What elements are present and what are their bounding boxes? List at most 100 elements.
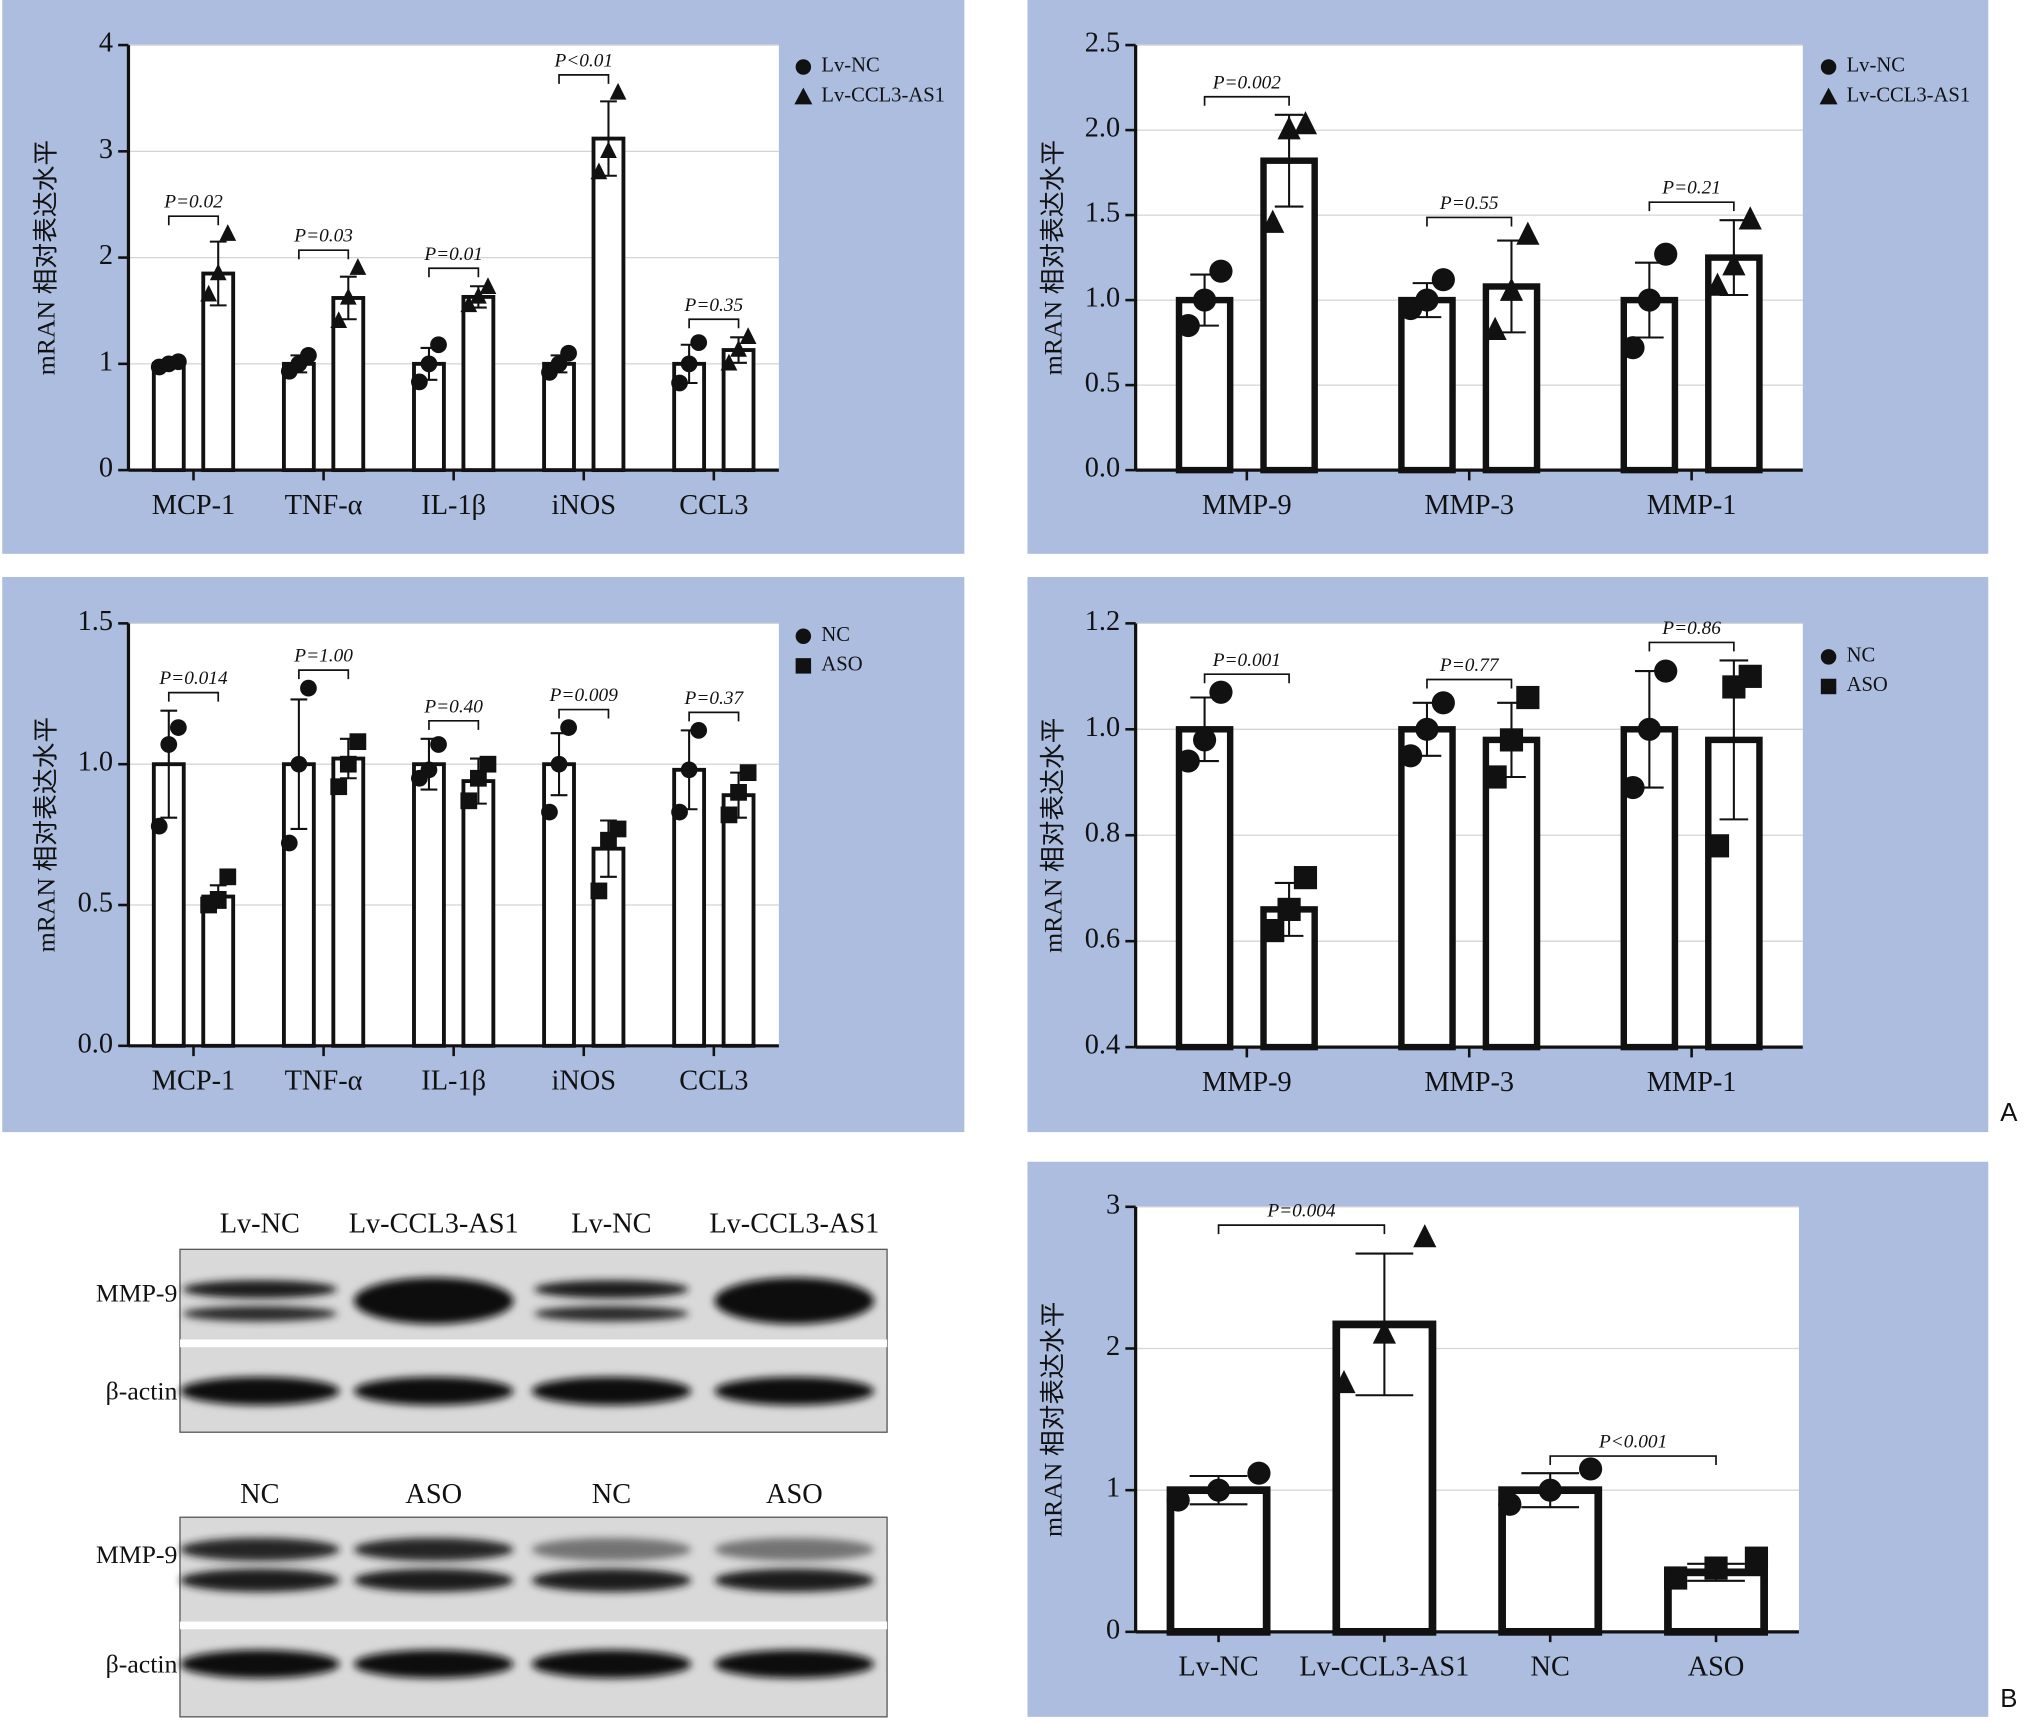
x-tick-label: MMP-9 (1202, 490, 1292, 521)
bar (1482, 736, 1541, 1051)
point (430, 736, 447, 753)
band (531, 1537, 692, 1562)
point (479, 755, 497, 773)
p-value: P=0.86 (1661, 618, 1721, 639)
band (534, 1280, 689, 1299)
point (169, 719, 187, 736)
x-tick-label: CCL3 (679, 490, 748, 521)
band (353, 1277, 514, 1325)
point (160, 736, 178, 753)
x-tick-label: IL-1β (421, 490, 486, 521)
significance-bracket (298, 249, 350, 260)
point (1372, 1320, 1396, 1344)
significance-bracket (1426, 678, 1513, 689)
bar (1166, 1486, 1271, 1636)
legend-label: ASO (1847, 674, 1888, 696)
significance-bracket (298, 669, 350, 680)
point (460, 295, 478, 313)
band (714, 1568, 875, 1592)
point (430, 336, 447, 354)
band (531, 1376, 692, 1406)
legend-label: ASO (821, 654, 862, 676)
point (560, 719, 577, 736)
p-value: P=0.21 (1661, 178, 1721, 199)
point (720, 806, 738, 824)
bar (461, 779, 496, 1048)
legend-marker (1819, 87, 1838, 105)
point (330, 778, 348, 796)
point (1206, 1478, 1231, 1502)
point (690, 722, 708, 739)
band (182, 1305, 338, 1322)
significance-bracket (1203, 95, 1290, 106)
point (1654, 242, 1678, 266)
blot-separator (179, 1339, 888, 1348)
x-tick-label: CCL3 (679, 1066, 748, 1097)
point (1176, 749, 1200, 773)
point (1516, 221, 1540, 245)
y-tick-label: 0.6 (1085, 924, 1120, 955)
bar (461, 294, 496, 473)
y-tick-label: 1.5 (1085, 198, 1120, 229)
bar (591, 846, 626, 1048)
point (1579, 1457, 1603, 1481)
point (1431, 691, 1455, 715)
y-axis-label: mRAN 相对表达水平 (1039, 140, 1068, 375)
y-axis-label: mRAN 相对表达水平 (1039, 718, 1068, 953)
point (1293, 866, 1318, 890)
p-value: P=0.35 (684, 295, 744, 316)
significance-bracket (167, 691, 220, 702)
point (420, 355, 438, 373)
y-tick-label: 3 (99, 134, 113, 165)
p-value: P=0.40 (423, 696, 483, 717)
point (1664, 1566, 1688, 1590)
point (541, 803, 558, 821)
point (560, 344, 577, 362)
band (714, 1376, 875, 1406)
row-label: MMP-9 (96, 1540, 178, 1569)
p-value: P=1.00 (293, 646, 353, 667)
x-tick-label: MCP-1 (152, 490, 235, 521)
y-tick-label: 1 (99, 346, 113, 377)
y-axis-label: mRAN 相对表达水平 (32, 140, 61, 375)
significance-bracket (1217, 1224, 1386, 1235)
lane-label: Lv-NC (220, 1209, 300, 1240)
point (550, 755, 568, 773)
significance-bracket (558, 74, 610, 84)
p-value: P=0.03 (293, 226, 353, 247)
p-value: P=0.01 (423, 244, 483, 265)
y-tick-label: 0 (99, 453, 113, 484)
y-tick-label: 0.4 (1085, 1030, 1120, 1061)
band (179, 1568, 340, 1592)
error-bar (160, 709, 178, 819)
point (150, 817, 168, 835)
point (1483, 316, 1507, 340)
band (353, 1537, 514, 1562)
band (179, 1537, 340, 1562)
point (720, 353, 738, 371)
band (531, 1568, 692, 1592)
point (1261, 209, 1285, 233)
significance-bracket (428, 719, 480, 730)
bar (1398, 296, 1456, 474)
lane-label: ASO (405, 1479, 462, 1510)
legend-label: Lv-CCL3-AS1 (821, 84, 945, 106)
significance-bracket (688, 711, 740, 722)
band (353, 1568, 514, 1592)
significance-bracket (1426, 216, 1513, 227)
point (460, 792, 478, 810)
y-tick-label: 2.5 (1085, 28, 1120, 59)
significance-bracket (167, 215, 220, 226)
point (1637, 288, 1661, 312)
point (1176, 314, 1200, 338)
point (1704, 1556, 1728, 1580)
bar (281, 361, 316, 473)
y-tick-label: 1.0 (1085, 712, 1120, 743)
y-tick-label: 0.8 (1085, 818, 1120, 849)
point (219, 224, 237, 241)
point (1209, 680, 1233, 704)
p-value: P=0.004 (1266, 1201, 1336, 1222)
y-tick-label: 1.0 (1085, 283, 1120, 314)
point (1209, 259, 1233, 283)
